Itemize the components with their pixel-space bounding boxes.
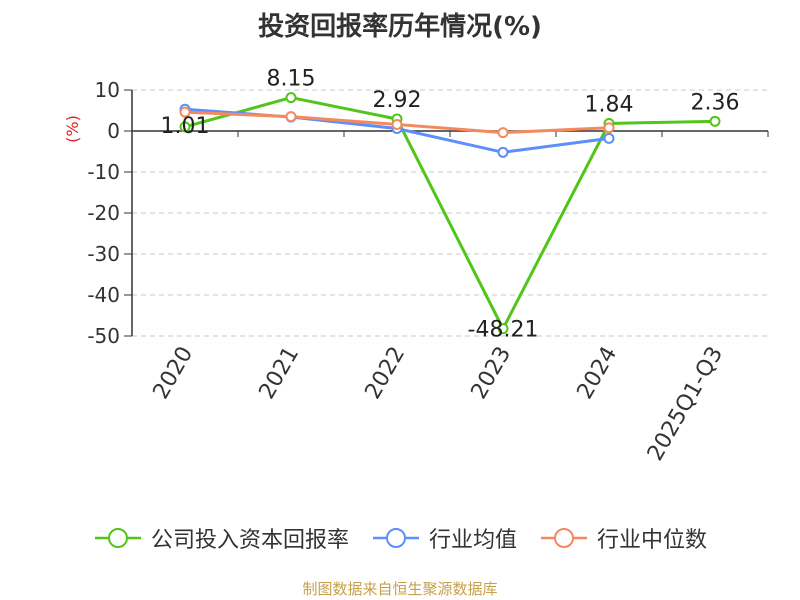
data-point [285,92,297,104]
legend-swatch [541,528,587,548]
data-label: 8.15 [267,67,316,92]
data-label: 2.92 [373,88,422,113]
legend-item[interactable]: 行业中位数 [539,522,707,554]
y-tick-label: 0 [107,119,120,143]
data-point [391,118,403,130]
data-point [497,146,509,158]
x-tick-label: 2025Q1-Q3 [643,343,728,466]
legend-item[interactable]: 公司投入资本回报率 [93,522,349,554]
x-tick-label: 2020 [149,343,199,404]
x-tick-label: 2022 [361,343,411,404]
data-point [497,127,509,139]
legend: 公司投入资本回报率 行业均值 行业中位数 [0,520,800,556]
y-tick-label: -30 [87,242,120,266]
y-tick-label: 10 [95,78,120,102]
x-tick-label: 2021 [255,343,305,404]
y-axis-unit-label: (%) [63,115,82,143]
data-point [179,106,191,118]
legend-label: 行业均值 [428,528,517,553]
legend-item[interactable]: 行业均值 [371,522,517,554]
y-tick-label: -40 [87,283,120,307]
legend-label: 公司投入资本回报率 [150,528,349,553]
data-point [603,122,615,134]
data-label: 1.01 [161,114,210,139]
grid-layer [132,89,768,337]
data-label: 1.84 [585,92,634,117]
y-tick-label: -20 [87,201,120,225]
chart-title: 投资回报率历年情况(%) [258,12,542,42]
legend-label: 行业中位数 [597,528,708,553]
series-layer [179,92,721,335]
legend-swatch [94,528,141,548]
x-tick-label: 2024 [573,343,623,404]
y-tick-label: -10 [87,160,120,184]
data-point [285,111,297,123]
data-point [709,115,721,127]
y-tick-label: -50 [87,324,120,348]
data-point [603,132,615,144]
series-line-0 [184,96,716,331]
data-point [179,121,191,133]
x-tick-label: 2023 [467,343,517,404]
data-label: 2.36 [691,90,740,115]
data-label: -48.21 [468,318,539,343]
data-point [497,323,509,335]
source-note: 制图数据来自恒生聚源数据库 [302,580,498,598]
legend-swatch [372,528,419,548]
label-layer: 1.01 8.15 2.92 -48.21 1.84 2.36 [161,67,740,343]
